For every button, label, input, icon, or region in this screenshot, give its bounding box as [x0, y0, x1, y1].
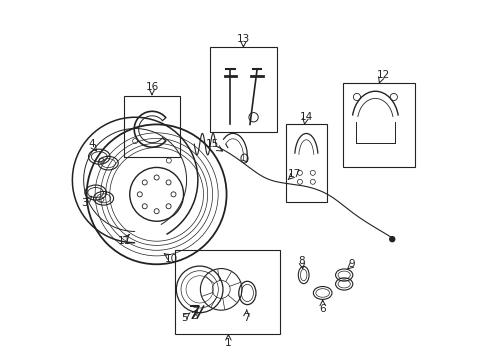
Text: 6: 6 — [319, 304, 325, 314]
Text: 1: 1 — [224, 338, 231, 348]
Text: 8: 8 — [298, 256, 305, 266]
Text: 12: 12 — [376, 70, 389, 80]
Circle shape — [389, 237, 394, 242]
Text: 16: 16 — [145, 82, 158, 93]
Text: 2: 2 — [190, 311, 197, 321]
Text: 4: 4 — [89, 139, 95, 149]
Text: 15: 15 — [205, 139, 219, 149]
Text: 11: 11 — [118, 236, 131, 246]
Text: 10: 10 — [164, 254, 177, 264]
Text: 9: 9 — [348, 259, 355, 269]
Text: 3: 3 — [81, 198, 88, 208]
Text: 5: 5 — [181, 313, 187, 323]
Text: 7: 7 — [243, 313, 249, 323]
Text: 17: 17 — [287, 168, 300, 179]
Text: 13: 13 — [236, 34, 249, 44]
Text: 14: 14 — [299, 112, 312, 122]
